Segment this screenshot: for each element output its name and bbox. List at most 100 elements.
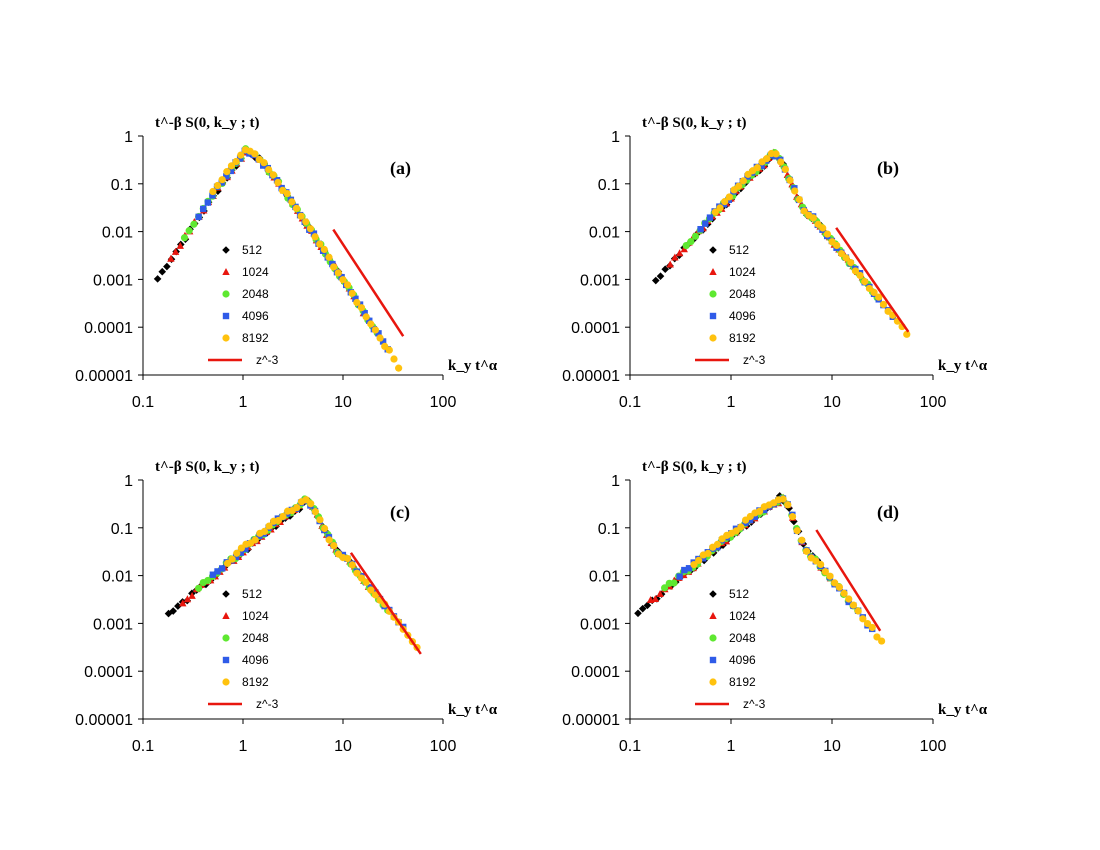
- x-tick-label: 0.1: [132, 394, 154, 411]
- data-point: [753, 164, 761, 172]
- x-tick-label: 1: [239, 738, 248, 755]
- data-point: [330, 263, 338, 271]
- data-point: [260, 527, 269, 536]
- data-point: [691, 232, 700, 240]
- data-point: [311, 508, 319, 516]
- data-point: [320, 524, 329, 533]
- data-point: [737, 523, 745, 531]
- data-point: [851, 267, 860, 275]
- x-axis-title: k_y t^α: [448, 702, 498, 718]
- legend-label: 1024: [729, 609, 756, 623]
- data-point: [651, 594, 660, 602]
- panel-label: (c): [390, 502, 410, 523]
- data-point: [361, 310, 368, 317]
- data-point: [348, 561, 356, 569]
- data-point: [706, 214, 714, 221]
- data-point: [656, 272, 665, 280]
- legend-label: 8192: [729, 675, 756, 689]
- y-tick-label: 0.1: [111, 177, 133, 194]
- legend-label: z^-3: [743, 697, 766, 711]
- legend-label: 4096: [729, 653, 756, 667]
- y-tick-label: 0.01: [589, 225, 620, 242]
- data-point: [260, 159, 268, 167]
- legend-marker-512: [709, 590, 717, 598]
- data-point: [781, 165, 789, 173]
- y-tick-label: 0.0001: [571, 664, 620, 681]
- data-point: [660, 584, 669, 592]
- data-point: [334, 269, 342, 277]
- panel-label: (d): [877, 502, 899, 523]
- data-point: [214, 568, 221, 575]
- data-point: [395, 364, 403, 372]
- data-point: [343, 281, 352, 289]
- data-point: [671, 253, 679, 261]
- data-point: [223, 173, 230, 180]
- data-point: [376, 334, 384, 342]
- data-point: [153, 275, 162, 283]
- data-point: [218, 565, 226, 572]
- legend-marker-4096: [709, 656, 717, 664]
- data-point: [163, 262, 171, 271]
- y-axis-title: t^-β S(0, k_y ; t): [155, 115, 260, 131]
- data-point: [228, 555, 236, 563]
- data-point: [185, 227, 193, 235]
- data-point: [183, 595, 192, 603]
- data-point: [716, 204, 724, 212]
- reference-line-z-3: [835, 227, 910, 333]
- data-point: [283, 189, 291, 198]
- data-point: [348, 289, 356, 297]
- data-point: [675, 249, 684, 257]
- legend-label: 2048: [729, 631, 756, 645]
- legend: 512 1024 2048 4096 8192 z^-3: [695, 587, 766, 711]
- reference-line-z-3: [815, 529, 882, 632]
- data-point: [704, 549, 712, 557]
- data-point: [643, 601, 652, 610]
- data-point: [353, 569, 361, 577]
- data-point: [218, 176, 226, 184]
- data-point: [856, 271, 864, 280]
- data-point: [859, 615, 867, 623]
- data-point: [352, 295, 359, 303]
- y-tick-label: 1: [611, 129, 620, 146]
- y-tick-label: 0.1: [598, 521, 620, 538]
- y-tick-label: 0.00001: [562, 712, 620, 729]
- y-tick-label: 0.01: [102, 569, 133, 586]
- panel-label: (a): [390, 158, 411, 179]
- y-tick-label: 0.1: [598, 177, 620, 194]
- data-point: [227, 167, 235, 175]
- data-point: [845, 595, 853, 603]
- data-point: [840, 589, 848, 597]
- data-point: [835, 583, 844, 591]
- data-point: [190, 220, 198, 228]
- x-axis-title: k_y t^α: [938, 358, 988, 374]
- data-point: [638, 604, 647, 613]
- legend-label: 4096: [242, 309, 269, 323]
- data-point: [697, 226, 704, 233]
- data-point: [237, 151, 245, 159]
- data-point: [878, 637, 886, 645]
- data-point: [227, 162, 236, 170]
- data-point: [357, 574, 366, 582]
- legend-label: 4096: [729, 309, 756, 323]
- data-point: [293, 503, 301, 512]
- x-tick-label: 1: [239, 394, 248, 411]
- series-8192: [209, 146, 403, 372]
- legend-marker-8192: [709, 678, 717, 686]
- legend-marker-512: [222, 246, 230, 254]
- data-point: [223, 559, 232, 567]
- y-axis-title: t^-β S(0, k_y ; t): [642, 115, 747, 131]
- data-point: [171, 247, 180, 255]
- y-tick-label: 0.001: [93, 272, 133, 289]
- data-point: [213, 181, 222, 190]
- y-tick-label: 0.001: [580, 272, 620, 289]
- panel-label: (b): [877, 158, 899, 179]
- panel-c: 0.00001 0.0001 0.001 0.01 0.1 1 0.1 1 10 100 t^-β …: [75, 459, 498, 755]
- series-8192: [711, 149, 911, 338]
- data-point: [167, 254, 175, 262]
- data-point: [861, 277, 869, 286]
- y-tick-label: 0.001: [580, 616, 620, 633]
- data-point: [676, 573, 683, 580]
- data-point: [821, 568, 829, 576]
- legend-marker-4096: [222, 312, 230, 320]
